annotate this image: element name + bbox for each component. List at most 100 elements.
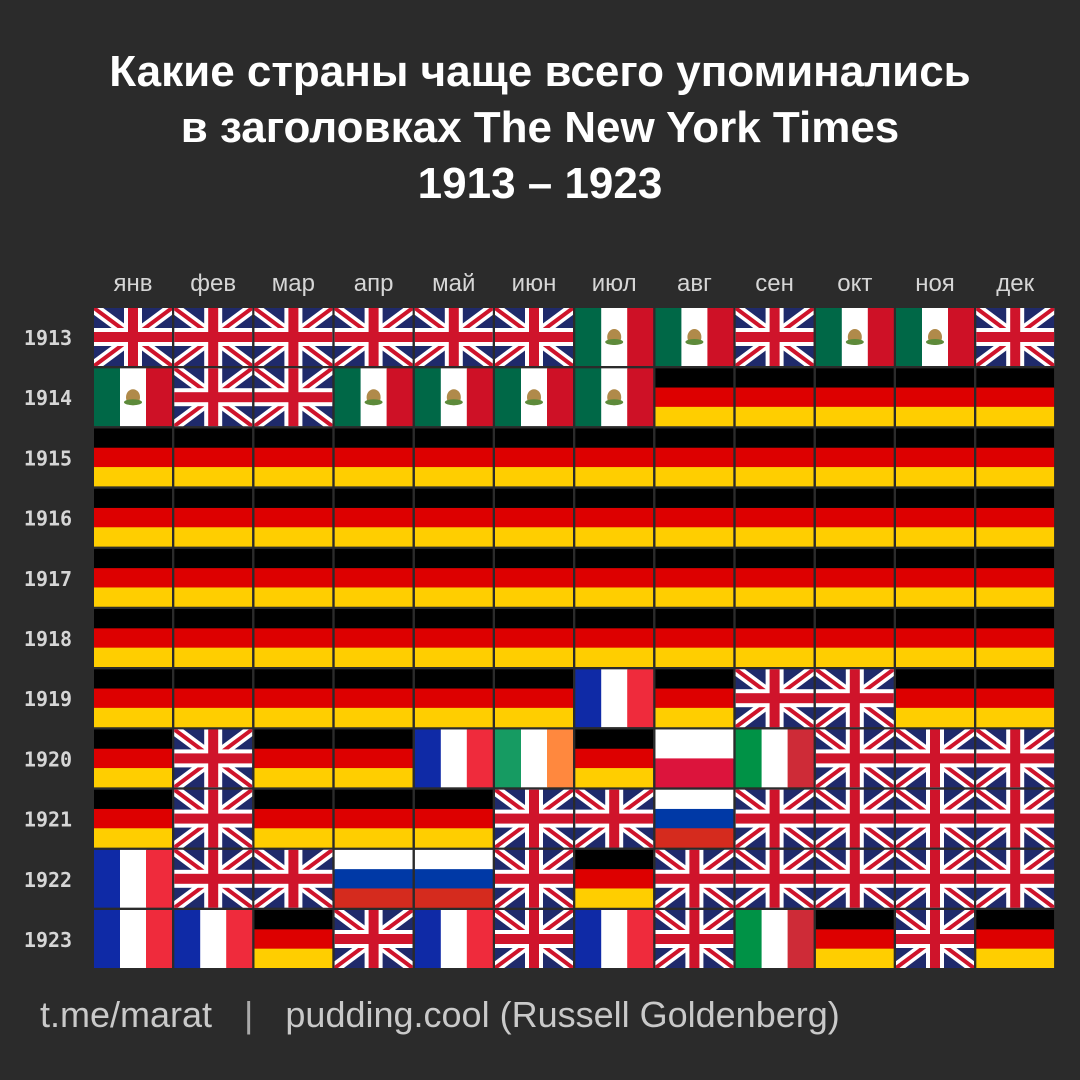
flag-cell-germany: [575, 428, 654, 487]
flag-cell-germany: [896, 548, 974, 607]
flag-cell-germany: [575, 609, 654, 667]
month-label: фев: [190, 270, 236, 297]
flag-cell-uk: [976, 308, 1055, 366]
footer: t.me/marat | pudding.cool (Russell Goldenb…: [40, 994, 840, 1044]
flag-cell-germany: [174, 609, 253, 667]
month-label: ноя: [915, 270, 955, 297]
flag-cell-germany: [896, 428, 974, 487]
flag-cell-uk: [976, 849, 1055, 908]
flag-cell-germany: [976, 428, 1055, 487]
flag-cell-germany: [735, 488, 814, 547]
flag-cell-germany: [174, 488, 253, 547]
flag-cell-germany: [174, 669, 253, 728]
chart-title: Какие страны чаще всего упоминались в за…: [0, 44, 1080, 212]
month-label: апр: [354, 270, 394, 297]
flag-cell-uk: [174, 308, 253, 366]
footer-right: pudding.cool (Russell Goldenberg): [285, 994, 840, 1035]
flag-cell-germany: [976, 488, 1055, 547]
flag-cell-germany: [334, 789, 413, 848]
flag-cell-germany: [174, 548, 253, 607]
flag-cell-uk: [815, 729, 894, 788]
flag-cell-germany: [94, 669, 172, 728]
flag-cell-italy: [735, 910, 814, 968]
flag-cell-germany: [815, 548, 894, 607]
flag-cell-uk: [896, 849, 974, 908]
year-label: 1920: [24, 747, 72, 771]
flag-cell-germany: [334, 428, 413, 487]
flag-cell-uk: [495, 849, 573, 908]
flag-cell-germany: [254, 910, 333, 968]
flag-cell-germany: [735, 368, 814, 427]
flag-cell-uk: [575, 789, 654, 848]
flag-cell-uk: [735, 308, 814, 366]
flag-cell-uk: [735, 849, 814, 908]
flag-cell-uk: [495, 789, 573, 848]
flag-cell-germany: [976, 669, 1055, 728]
month-label: сен: [755, 270, 794, 297]
year-label: 1922: [24, 868, 72, 892]
flag-cell-germany: [174, 428, 253, 487]
month-label: окт: [837, 270, 872, 297]
flag-cell-mexico: [896, 308, 974, 366]
flag-cell-mexico: [414, 368, 493, 427]
month-axis: янв фев мар апр май июн июл авг сен окт ноя дек: [114, 270, 1035, 297]
flag-cell-uk: [254, 849, 333, 908]
flag-cell-uk: [254, 308, 333, 366]
flag-cell-germany: [976, 910, 1055, 968]
flag-cell-uk: [896, 910, 974, 968]
flag-cell-uk: [815, 789, 894, 848]
flag-cell-germany: [94, 548, 172, 607]
flag-cell-germany: [815, 609, 894, 667]
footer-separator: |: [244, 994, 254, 1035]
flag-cell-uk: [495, 910, 573, 968]
title-line-2: в заголовках The New York Times: [180, 103, 900, 152]
flag-cell-germany: [655, 669, 734, 728]
flag-cell-germany: [414, 609, 493, 667]
flag-cell-germany: [254, 428, 333, 487]
flag-cell-germany: [735, 609, 814, 667]
flag-cell-ireland: [495, 729, 573, 788]
flag-cell-poland: [655, 729, 734, 788]
flag-cell-germany: [575, 548, 654, 607]
flag-cell-uk: [94, 308, 172, 366]
flag-cell-france: [414, 729, 493, 788]
flag-cell-uk: [334, 910, 413, 968]
flag-cell-uk: [655, 910, 734, 968]
flag-cell-italy: [735, 729, 814, 788]
flag-cell-uk: [976, 729, 1055, 788]
flag-cell-germany: [655, 368, 734, 427]
year-label: 1921: [24, 808, 72, 832]
flag-cell-uk: [254, 368, 333, 427]
flag-cell-germany: [655, 488, 734, 547]
flag-cell-mexico: [575, 368, 654, 427]
flag-cell-germany: [575, 849, 654, 908]
flag-cell-russia: [655, 789, 734, 848]
flag-cell-germany: [575, 729, 654, 788]
flag-cell-germany: [976, 548, 1055, 607]
flag-cell-germany: [735, 548, 814, 607]
flag-cell-germany: [655, 428, 734, 487]
flag-cell-germany: [495, 609, 573, 667]
flag-cell-uk: [896, 729, 974, 788]
month-label: мар: [272, 270, 315, 297]
year-axis: 1913 1914 1915 1916 1917 1918 1919 1920 1921 1922…: [24, 326, 72, 952]
month-label: дек: [996, 270, 1034, 297]
flag-grid: [94, 308, 1055, 968]
year-label: 1916: [24, 507, 72, 531]
flag-cell-germany: [655, 609, 734, 667]
year-label: 1923: [24, 928, 72, 952]
flag-cell-uk: [815, 849, 894, 908]
flag-cell-france: [575, 910, 654, 968]
flag-cell-mexico: [575, 308, 654, 366]
flag-cell-germany: [896, 488, 974, 547]
month-label: июл: [592, 270, 637, 297]
flag-cell-uk: [815, 669, 894, 728]
flag-cell-uk: [174, 368, 253, 427]
flag-cell-germany: [495, 428, 573, 487]
flag-cell-germany: [94, 789, 172, 848]
flag-cell-germany: [334, 548, 413, 607]
flag-cell-germany: [815, 428, 894, 487]
flag-cell-mexico: [655, 308, 734, 366]
flag-cell-germany: [575, 488, 654, 547]
